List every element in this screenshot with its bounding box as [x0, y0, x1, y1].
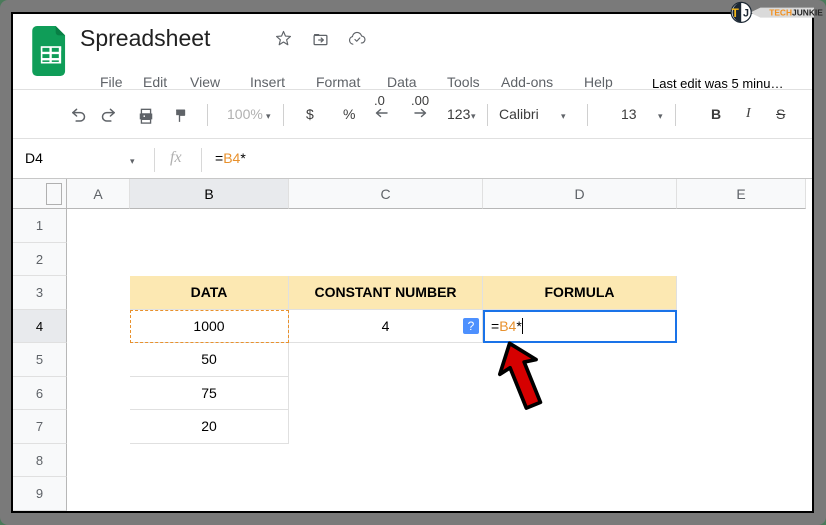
svg-text:J: J: [743, 7, 749, 19]
svg-text:TECHJUNKIE: TECHJUNKIE: [769, 8, 823, 18]
svg-text:T: T: [732, 6, 740, 20]
